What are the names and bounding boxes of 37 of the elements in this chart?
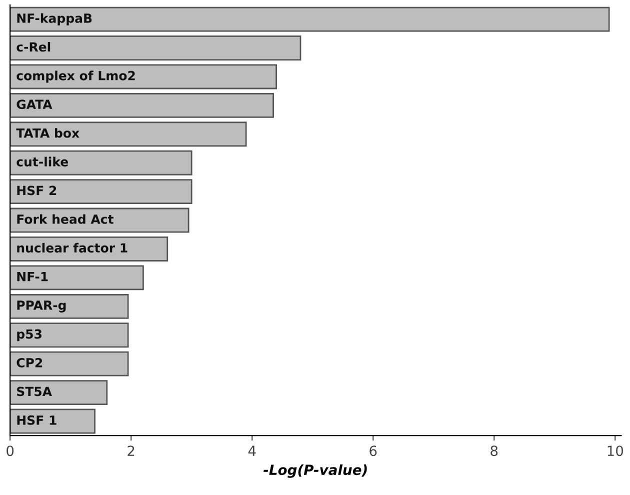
x-axis-title: -Log(P-value): [263, 464, 367, 478]
bar: [10, 380, 108, 405]
bar: [10, 208, 190, 233]
y-tick-label: HSF 1: [17, 415, 56, 425]
x-tick-label: 10: [608, 446, 624, 456]
x-tick-label: 4: [248, 446, 256, 456]
bar: [10, 122, 247, 147]
bar: [10, 236, 168, 262]
x-tick-label: 8: [490, 446, 498, 456]
y-tick-label: GATA: [16, 100, 52, 110]
bar: [10, 92, 274, 118]
bar: [10, 294, 129, 319]
x-tick-label: 0: [6, 446, 14, 456]
y-tick-label: complex of Lmo2: [16, 70, 135, 83]
y-tick-label: TATA box: [16, 128, 80, 138]
y-tick-label: c-Rel: [16, 42, 50, 52]
x-tick-label: 6: [370, 446, 377, 456]
y-tick-label: NF-1: [17, 272, 48, 282]
bar: [10, 150, 192, 176]
bar: [10, 322, 129, 348]
y-tick-label: PPAR-g: [17, 300, 66, 312]
bar: [10, 265, 144, 290]
y-tick-label: cut-like: [16, 156, 68, 166]
y-tick-label: nuclear factor 1: [17, 242, 128, 253]
bar: [10, 351, 129, 376]
y-tick-label: p53: [17, 329, 42, 342]
y-tick-label: NF-kappaB: [17, 13, 92, 26]
y-tick-label: Fork head Act: [17, 214, 114, 224]
y-tick-label: HSF 2: [17, 186, 56, 196]
bar: [10, 179, 192, 204]
bar: [10, 64, 277, 90]
bar: [10, 408, 96, 434]
bar: [10, 36, 302, 60]
y-tick-label: ST5A: [17, 386, 52, 396]
x-tick-label: 2: [128, 446, 134, 456]
bar: [10, 6, 610, 32]
y-tick-label: CP2: [16, 358, 42, 368]
